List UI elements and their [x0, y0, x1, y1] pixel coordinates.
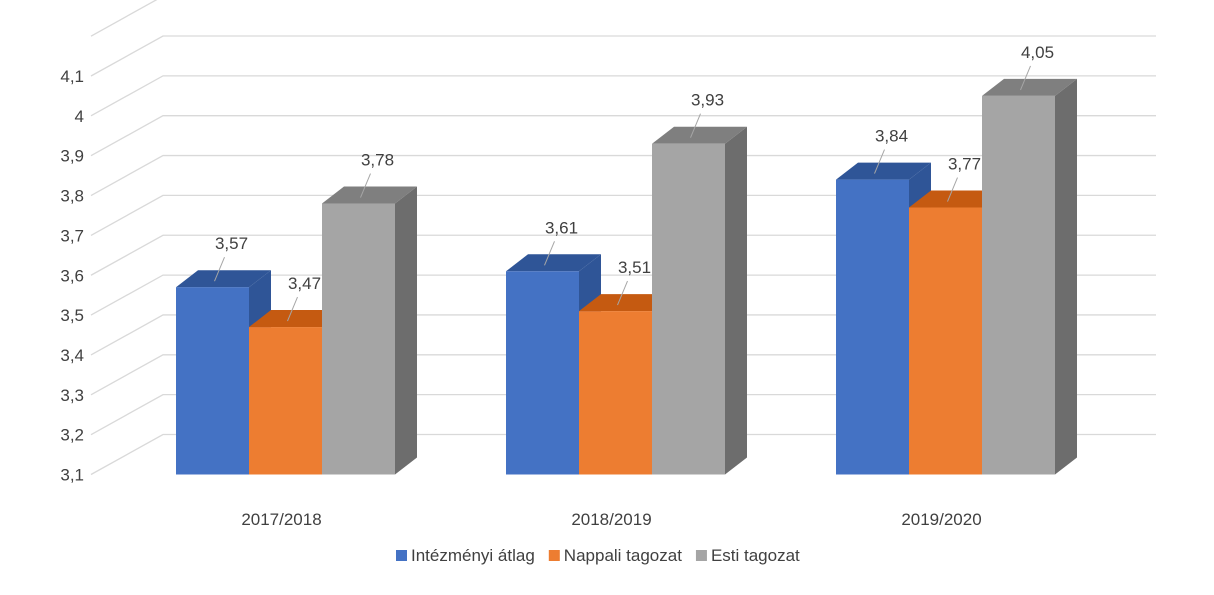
data-label: 3,47	[288, 274, 321, 293]
data-label-leader	[214, 257, 225, 282]
bar-front	[982, 95, 1055, 475]
bar-top	[506, 254, 601, 272]
x-category-label: 2017/2018	[241, 510, 321, 529]
bar-top	[249, 310, 344, 328]
bar	[322, 186, 417, 475]
legend-swatch	[548, 550, 560, 561]
gridline	[90, 433, 1156, 476]
y-tick-label: 3,9	[60, 147, 84, 166]
legend-swatch	[695, 550, 707, 561]
bar-top	[836, 162, 931, 180]
y-axis-ticks: 3,1 3,2 3,3 3,4 3,5 3,6 3,7 3,8 3,9 4 4,1	[60, 67, 84, 485]
y-tick-label: 3,8	[60, 187, 84, 206]
gridline	[90, 0, 158, 37]
legend-label: Nappali tagozat	[564, 546, 682, 565]
data-label-leader	[544, 241, 555, 266]
y-tick-label: 4,1	[60, 67, 84, 86]
gridline	[90, 314, 1156, 356]
bar	[982, 78, 1077, 475]
data-label-leader	[947, 177, 958, 202]
data-label: 3,57	[215, 234, 248, 253]
legend-label: Esti tagozat	[711, 546, 800, 565]
gridline	[90, 194, 1156, 236]
y-tick-label: 3,2	[60, 426, 84, 445]
gridline	[90, 115, 1156, 157]
data-label: 3,93	[691, 91, 724, 110]
gridline	[90, 154, 1156, 197]
bar-side	[395, 186, 417, 475]
bar-side	[725, 126, 747, 475]
gridline	[90, 75, 1156, 117]
data-label: 3,78	[361, 151, 394, 170]
gridline	[90, 393, 1156, 436]
bars	[176, 78, 1077, 475]
bar-front	[836, 179, 909, 475]
data-label-leader	[1020, 65, 1031, 91]
gridline	[90, 274, 1156, 316]
data-label: 3,51	[618, 258, 651, 277]
data-label: 3,77	[948, 155, 981, 174]
bar-front	[176, 287, 249, 475]
data-labels: 3,57 3,47 3,78 3,61 3,51 3,93 3,84 3,77 4,05	[214, 43, 1054, 322]
y-tick-label: 4	[75, 107, 84, 126]
x-category-label: 2019/2020	[901, 510, 981, 529]
data-label-leader	[874, 149, 885, 174]
gridline	[90, 35, 1156, 77]
data-label: 3,61	[545, 218, 578, 237]
bar-front	[322, 203, 395, 475]
bar-side	[1055, 78, 1077, 475]
data-label: 3,84	[875, 127, 908, 146]
y-tick-label: 3,3	[60, 386, 84, 405]
data-label-leader	[690, 113, 701, 138]
gridlines	[90, 0, 1156, 476]
y-tick-label: 3,4	[60, 346, 84, 365]
y-tick-label: 3,6	[60, 266, 84, 285]
bar-front	[579, 311, 652, 475]
bar-top	[322, 186, 417, 204]
data-label: 4,05	[1021, 43, 1054, 62]
x-axis-categories: 2017/2018 2018/2019 2019/2020	[241, 510, 981, 529]
bar	[652, 126, 747, 475]
legend-item: Intézményi átlag	[396, 546, 535, 565]
bar-top	[652, 126, 747, 144]
bar-top	[982, 78, 1077, 96]
legend-item: Esti tagozat	[695, 546, 800, 565]
y-tick-label: 3,1	[60, 466, 84, 485]
data-label-leader	[360, 173, 371, 198]
x-category-label: 2018/2019	[571, 510, 651, 529]
bar-front	[506, 271, 579, 475]
y-tick-label: 3,5	[60, 306, 84, 325]
y-tick-label: 3,7	[60, 226, 84, 245]
data-label-leader	[617, 280, 628, 306]
gridline	[90, 354, 1156, 396]
legend-item: Nappali tagozat	[548, 546, 682, 565]
bar-front	[249, 327, 322, 475]
bar-top	[909, 190, 1004, 208]
bar-front	[652, 143, 725, 475]
bar-top	[176, 270, 271, 288]
legend-label: Intézményi átlag	[411, 546, 535, 565]
bar-front	[909, 207, 982, 475]
legend-swatch	[396, 550, 407, 561]
gridline	[90, 234, 1156, 276]
bar-top	[579, 294, 674, 312]
data-label-leader	[287, 296, 298, 322]
legend: Intézményi átlag Nappali tagozat Esti tago…	[396, 546, 800, 565]
